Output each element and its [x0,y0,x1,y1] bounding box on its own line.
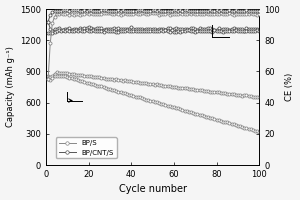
X-axis label: Cycle number: Cycle number [118,184,187,194]
Y-axis label: CE (%): CE (%) [285,73,294,101]
Y-axis label: Capacity (mAh g⁻¹): Capacity (mAh g⁻¹) [6,47,15,127]
Legend: BP/S, BP/CNT/S: BP/S, BP/CNT/S [56,137,117,158]
